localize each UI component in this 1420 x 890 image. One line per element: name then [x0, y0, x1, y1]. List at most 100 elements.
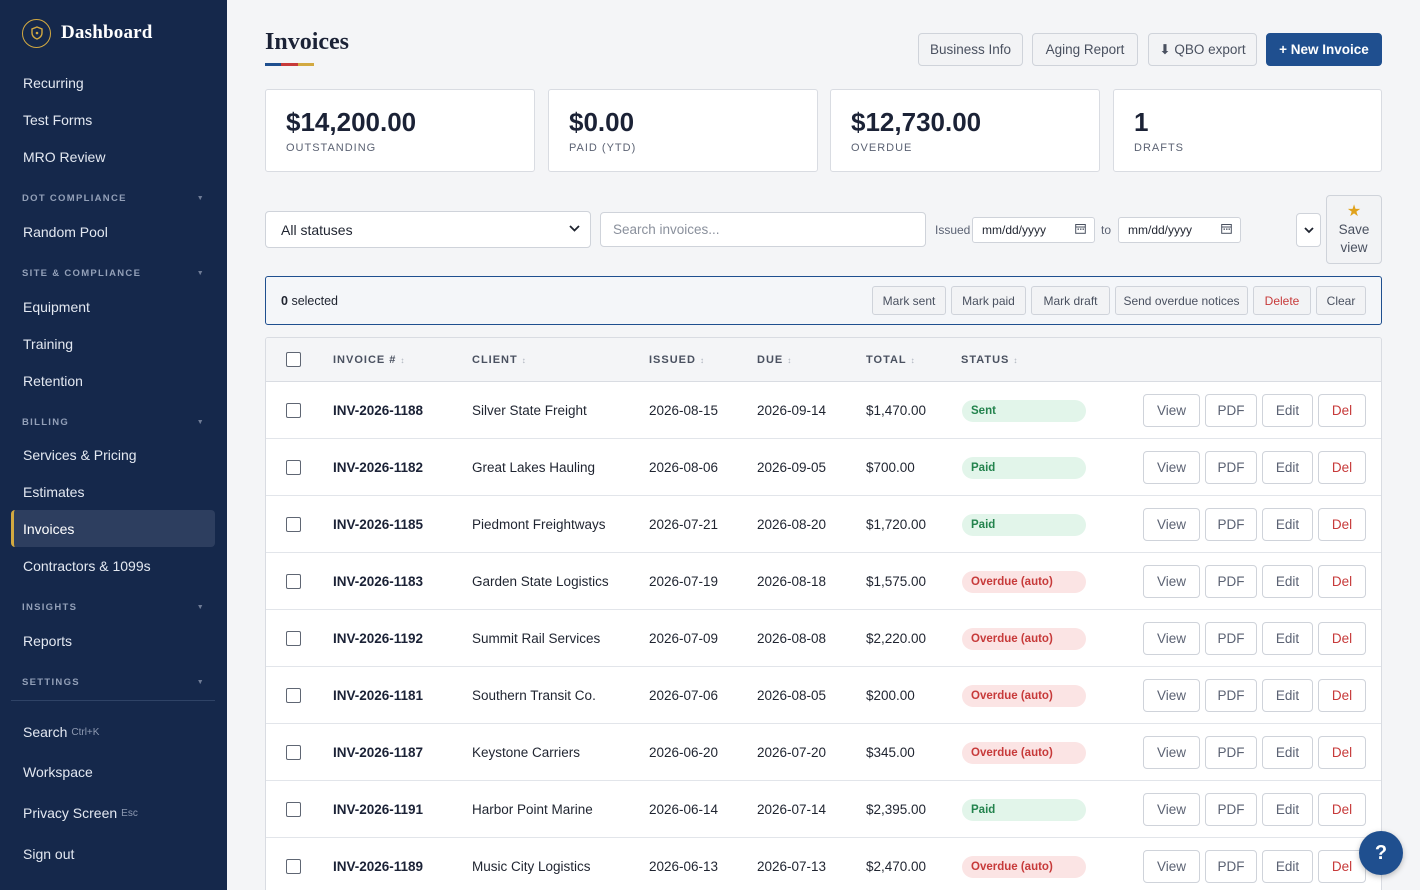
view-button[interactable]: View: [1143, 622, 1200, 655]
search-input[interactable]: [600, 212, 926, 247]
pdf-button[interactable]: PDF: [1205, 793, 1257, 826]
column-header-client[interactable]: CLIENT ↕: [472, 354, 526, 366]
delete-button[interactable]: Del: [1318, 793, 1366, 826]
invoice-number[interactable]: INV-2026-1187: [333, 745, 424, 760]
sidebar-item-training[interactable]: Training: [23, 335, 74, 352]
sidebar-item-invoices[interactable]: Invoices: [11, 510, 215, 547]
issued-from-date-input[interactable]: mm/dd/yyyy: [972, 217, 1095, 243]
edit-button[interactable]: Edit: [1262, 508, 1313, 541]
pdf-button[interactable]: PDF: [1205, 679, 1257, 712]
view-button[interactable]: View: [1143, 394, 1200, 427]
row-checkbox[interactable]: [286, 631, 301, 646]
pdf-button[interactable]: PDF: [1205, 508, 1257, 541]
calendar-icon[interactable]: [1075, 223, 1086, 237]
edit-button[interactable]: Edit: [1262, 850, 1313, 883]
mark-draft-button[interactable]: Mark draft: [1031, 286, 1110, 315]
column-header-invoice[interactable]: INVOICE # ↕: [333, 354, 405, 366]
view-button[interactable]: View: [1143, 793, 1200, 826]
status-filter-select[interactable]: All statuses: [265, 211, 591, 248]
saved-views-select[interactable]: [1296, 213, 1321, 247]
sidebar-item-equipment[interactable]: Equipment: [23, 298, 90, 315]
save-view-button[interactable]: ★ Save view: [1326, 195, 1382, 264]
row-checkbox[interactable]: [286, 574, 301, 589]
edit-button[interactable]: Edit: [1262, 622, 1313, 655]
section-insights[interactable]: INSIGHTS ▼: [22, 601, 205, 613]
edit-button[interactable]: Edit: [1262, 736, 1313, 769]
sidebar-item-retention[interactable]: Retention: [23, 372, 83, 389]
pdf-button[interactable]: PDF: [1205, 451, 1257, 484]
invoice-number[interactable]: INV-2026-1188: [333, 403, 424, 418]
sidebar-item-workspace[interactable]: Workspace: [23, 763, 93, 780]
sidebar-item-recurring[interactable]: Recurring: [23, 74, 84, 91]
column-header-status[interactable]: STATUS ↕: [961, 354, 1018, 366]
edit-button[interactable]: Edit: [1262, 793, 1313, 826]
delete-button[interactable]: Del: [1318, 508, 1366, 541]
sidebar-item-estimates[interactable]: Estimates: [23, 483, 85, 500]
business-info-button[interactable]: Business Info: [918, 33, 1023, 66]
column-header-issued[interactable]: ISSUED ↕: [649, 354, 704, 366]
view-button[interactable]: View: [1143, 850, 1200, 883]
sidebar-item-search[interactable]: Search Ctrl+K: [11, 713, 215, 750]
send-overdue-notices-button[interactable]: Send overdue notices: [1115, 286, 1248, 315]
section-dot-compliance[interactable]: DOT COMPLIANCE ▼: [22, 192, 205, 204]
sidebar-item-sign-out[interactable]: Sign out: [23, 845, 75, 862]
row-checkbox[interactable]: [286, 802, 301, 817]
invoice-number[interactable]: INV-2026-1192: [333, 631, 424, 646]
help-button[interactable]: ?: [1359, 831, 1403, 875]
column-header-total[interactable]: TOTAL ↕: [866, 354, 915, 366]
section-site-compliance[interactable]: SITE & COMPLIANCE ▼: [22, 267, 205, 279]
sidebar-item-contractors[interactable]: Contractors & 1099s: [23, 557, 151, 574]
sidebar-item-test-forms[interactable]: Test Forms: [23, 111, 93, 128]
delete-button[interactable]: Del: [1318, 622, 1366, 655]
sidebar-item-privacy-screen[interactable]: Privacy Screen Esc: [11, 794, 215, 831]
pdf-button[interactable]: PDF: [1205, 850, 1257, 883]
sidebar-item-reports[interactable]: Reports: [23, 632, 73, 649]
view-button[interactable]: View: [1143, 736, 1200, 769]
sidebar-item-random-pool[interactable]: Random Pool: [23, 223, 108, 240]
invoice-number[interactable]: INV-2026-1182: [333, 460, 424, 475]
select-all-checkbox[interactable]: [286, 352, 301, 367]
view-button[interactable]: View: [1143, 508, 1200, 541]
qbo-export-button[interactable]: ⬇ QBO export: [1148, 33, 1257, 66]
pdf-button[interactable]: PDF: [1205, 565, 1257, 598]
delete-button[interactable]: Del: [1318, 736, 1366, 769]
calendar-icon[interactable]: [1221, 223, 1232, 237]
bulk-delete-button[interactable]: Delete: [1253, 286, 1311, 315]
edit-button[interactable]: Edit: [1262, 451, 1313, 484]
mark-paid-button[interactable]: Mark paid: [951, 286, 1026, 315]
clear-selection-button[interactable]: Clear: [1316, 286, 1366, 315]
delete-button[interactable]: Del: [1318, 679, 1366, 712]
edit-button[interactable]: Edit: [1262, 565, 1313, 598]
row-checkbox[interactable]: [286, 688, 301, 703]
delete-button[interactable]: Del: [1318, 451, 1366, 484]
column-header-due[interactable]: DUE ↕: [757, 354, 792, 366]
mark-sent-button[interactable]: Mark sent: [872, 286, 946, 315]
invoice-number[interactable]: INV-2026-1181: [333, 688, 424, 703]
row-checkbox[interactable]: [286, 403, 301, 418]
sidebar-item-services-pricing[interactable]: Services & Pricing: [23, 446, 137, 463]
invoice-number[interactable]: INV-2026-1189: [333, 859, 424, 874]
delete-button[interactable]: Del: [1318, 394, 1366, 427]
row-checkbox[interactable]: [286, 859, 301, 874]
sidebar-item-mro-review[interactable]: MRO Review: [23, 148, 106, 165]
view-button[interactable]: View: [1143, 451, 1200, 484]
pdf-button[interactable]: PDF: [1205, 394, 1257, 427]
edit-button[interactable]: Edit: [1262, 394, 1313, 427]
edit-button[interactable]: Edit: [1262, 679, 1313, 712]
new-invoice-button[interactable]: + New Invoice: [1266, 33, 1382, 66]
delete-button[interactable]: Del: [1318, 565, 1366, 598]
section-settings[interactable]: SETTINGS ▼: [22, 676, 205, 688]
row-checkbox[interactable]: [286, 745, 301, 760]
view-button[interactable]: View: [1143, 679, 1200, 712]
view-button[interactable]: View: [1143, 565, 1200, 598]
row-checkbox[interactable]: [286, 517, 301, 532]
pdf-button[interactable]: PDF: [1205, 736, 1257, 769]
invoice-number[interactable]: INV-2026-1191: [333, 802, 424, 817]
issued-to-date-input[interactable]: mm/dd/yyyy: [1118, 217, 1241, 243]
brand[interactable]: Dashboard: [22, 17, 153, 49]
section-billing[interactable]: BILLING ▼: [22, 416, 205, 428]
invoice-number[interactable]: INV-2026-1183: [333, 574, 424, 589]
invoice-number[interactable]: INV-2026-1185: [333, 517, 424, 532]
row-checkbox[interactable]: [286, 460, 301, 475]
pdf-button[interactable]: PDF: [1205, 622, 1257, 655]
